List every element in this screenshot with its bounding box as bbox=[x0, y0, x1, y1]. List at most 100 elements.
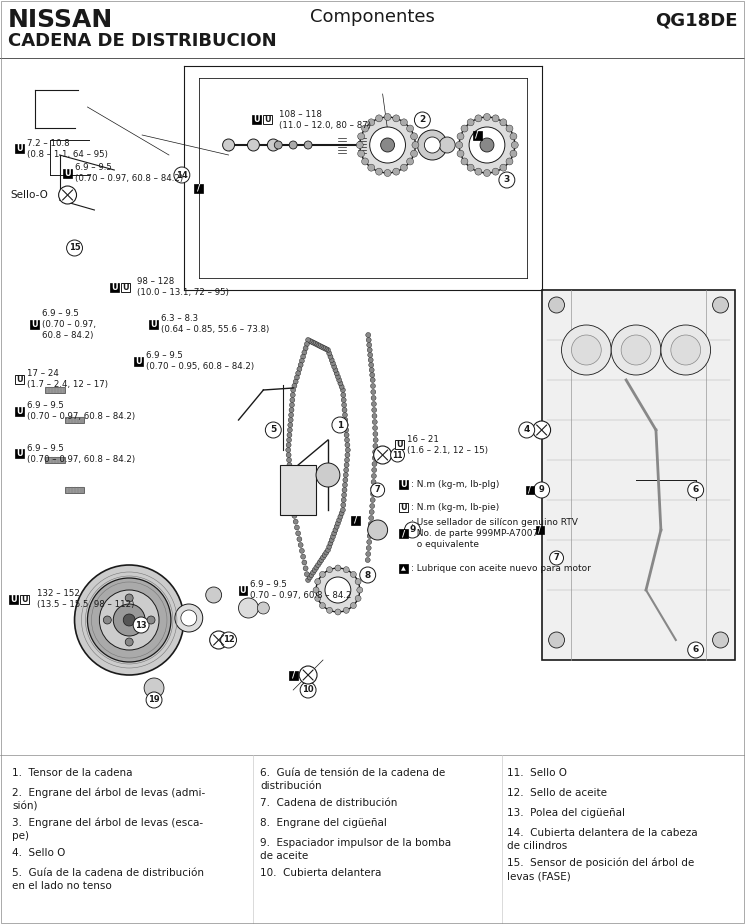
Circle shape bbox=[324, 346, 328, 352]
Circle shape bbox=[338, 381, 343, 386]
Circle shape bbox=[335, 565, 341, 571]
Circle shape bbox=[335, 609, 341, 615]
Bar bbox=[30, 320, 39, 329]
Circle shape bbox=[320, 345, 326, 350]
Circle shape bbox=[287, 468, 292, 472]
Circle shape bbox=[290, 497, 295, 503]
Circle shape bbox=[302, 560, 307, 565]
Text: U: U bbox=[31, 320, 38, 329]
Circle shape bbox=[288, 422, 292, 428]
Circle shape bbox=[611, 325, 661, 375]
Text: 15: 15 bbox=[69, 244, 80, 252]
Circle shape bbox=[322, 553, 327, 557]
Circle shape bbox=[400, 164, 407, 171]
Bar bbox=[15, 144, 24, 153]
Circle shape bbox=[393, 168, 400, 176]
Circle shape bbox=[288, 478, 293, 482]
Text: QG18DE: QG18DE bbox=[655, 12, 737, 30]
Text: U: U bbox=[16, 374, 22, 383]
Text: Componentes: Componentes bbox=[310, 8, 435, 26]
Circle shape bbox=[366, 545, 371, 551]
Circle shape bbox=[297, 537, 302, 541]
Text: 11: 11 bbox=[392, 451, 403, 459]
Text: 12: 12 bbox=[223, 636, 235, 645]
Circle shape bbox=[319, 557, 324, 563]
Circle shape bbox=[371, 402, 376, 407]
Text: U: U bbox=[22, 595, 28, 603]
Circle shape bbox=[475, 168, 482, 176]
Circle shape bbox=[357, 587, 363, 593]
Circle shape bbox=[373, 444, 378, 448]
Circle shape bbox=[332, 417, 348, 433]
Circle shape bbox=[333, 368, 338, 372]
Circle shape bbox=[342, 488, 347, 492]
Circle shape bbox=[461, 125, 468, 132]
Circle shape bbox=[113, 604, 145, 636]
Circle shape bbox=[344, 422, 348, 428]
Circle shape bbox=[457, 151, 464, 157]
Circle shape bbox=[661, 325, 710, 375]
Text: 6: 6 bbox=[692, 485, 699, 494]
Circle shape bbox=[367, 540, 372, 544]
Circle shape bbox=[345, 443, 350, 447]
Text: U: U bbox=[64, 169, 71, 177]
Circle shape bbox=[292, 383, 297, 388]
Text: 108 – 118
(11.0 – 12.0, 80 – 87): 108 – 118 (11.0 – 12.0, 80 – 87) bbox=[279, 110, 371, 129]
Circle shape bbox=[289, 407, 294, 412]
Circle shape bbox=[368, 358, 374, 362]
Circle shape bbox=[315, 578, 321, 585]
Circle shape bbox=[350, 571, 356, 578]
Circle shape bbox=[712, 632, 728, 648]
Bar bbox=[351, 516, 360, 525]
Circle shape bbox=[340, 393, 346, 397]
Circle shape bbox=[410, 151, 418, 157]
Circle shape bbox=[688, 642, 703, 658]
Circle shape bbox=[295, 525, 299, 530]
Circle shape bbox=[404, 522, 421, 538]
Circle shape bbox=[297, 367, 302, 371]
Circle shape bbox=[368, 521, 374, 527]
Circle shape bbox=[370, 504, 375, 508]
Circle shape bbox=[320, 602, 326, 609]
Text: 1: 1 bbox=[337, 420, 343, 430]
Bar bbox=[252, 116, 261, 124]
Text: : N.m (kg-m, lb-pie): : N.m (kg-m, lb-pie) bbox=[411, 503, 499, 512]
Circle shape bbox=[370, 378, 375, 383]
Text: 98 – 128
(10.0 – 13.1, 72 – 95): 98 – 128 (10.0 – 13.1, 72 – 95) bbox=[137, 277, 230, 298]
Circle shape bbox=[469, 127, 505, 163]
Text: U: U bbox=[135, 357, 142, 366]
Circle shape bbox=[366, 552, 370, 556]
Circle shape bbox=[290, 397, 295, 403]
Circle shape bbox=[370, 483, 385, 497]
Text: 9: 9 bbox=[410, 526, 416, 534]
Circle shape bbox=[314, 565, 319, 570]
Text: 6.9 – 9.5
(0.70 – 0.97, 60.8 – 84.2): 6.9 – 9.5 (0.70 – 0.97, 60.8 – 84.2) bbox=[27, 401, 135, 421]
Bar bbox=[395, 440, 404, 449]
Text: NISSAN: NISSAN bbox=[8, 8, 113, 32]
Bar bbox=[399, 529, 408, 538]
Circle shape bbox=[506, 158, 513, 165]
Text: 6.  Guía de tensión de la cadena de
distribución: 6. Guía de tensión de la cadena de distr… bbox=[260, 768, 446, 791]
Bar bbox=[542, 290, 736, 660]
Circle shape bbox=[310, 340, 316, 345]
Circle shape bbox=[370, 492, 376, 496]
Circle shape bbox=[367, 343, 372, 347]
Text: /: / bbox=[292, 671, 295, 679]
Text: U: U bbox=[264, 116, 271, 124]
Circle shape bbox=[286, 453, 291, 457]
Circle shape bbox=[484, 114, 490, 120]
Circle shape bbox=[492, 168, 499, 176]
Circle shape bbox=[174, 167, 190, 183]
Circle shape bbox=[125, 594, 134, 602]
Circle shape bbox=[175, 604, 202, 632]
Text: 7: 7 bbox=[375, 485, 380, 494]
Circle shape bbox=[288, 418, 293, 422]
Circle shape bbox=[317, 560, 322, 565]
Circle shape bbox=[342, 492, 346, 497]
Circle shape bbox=[286, 437, 292, 443]
Circle shape bbox=[337, 517, 342, 522]
Circle shape bbox=[298, 542, 303, 548]
Circle shape bbox=[316, 343, 320, 347]
Text: 14: 14 bbox=[176, 171, 188, 179]
Circle shape bbox=[341, 397, 346, 403]
